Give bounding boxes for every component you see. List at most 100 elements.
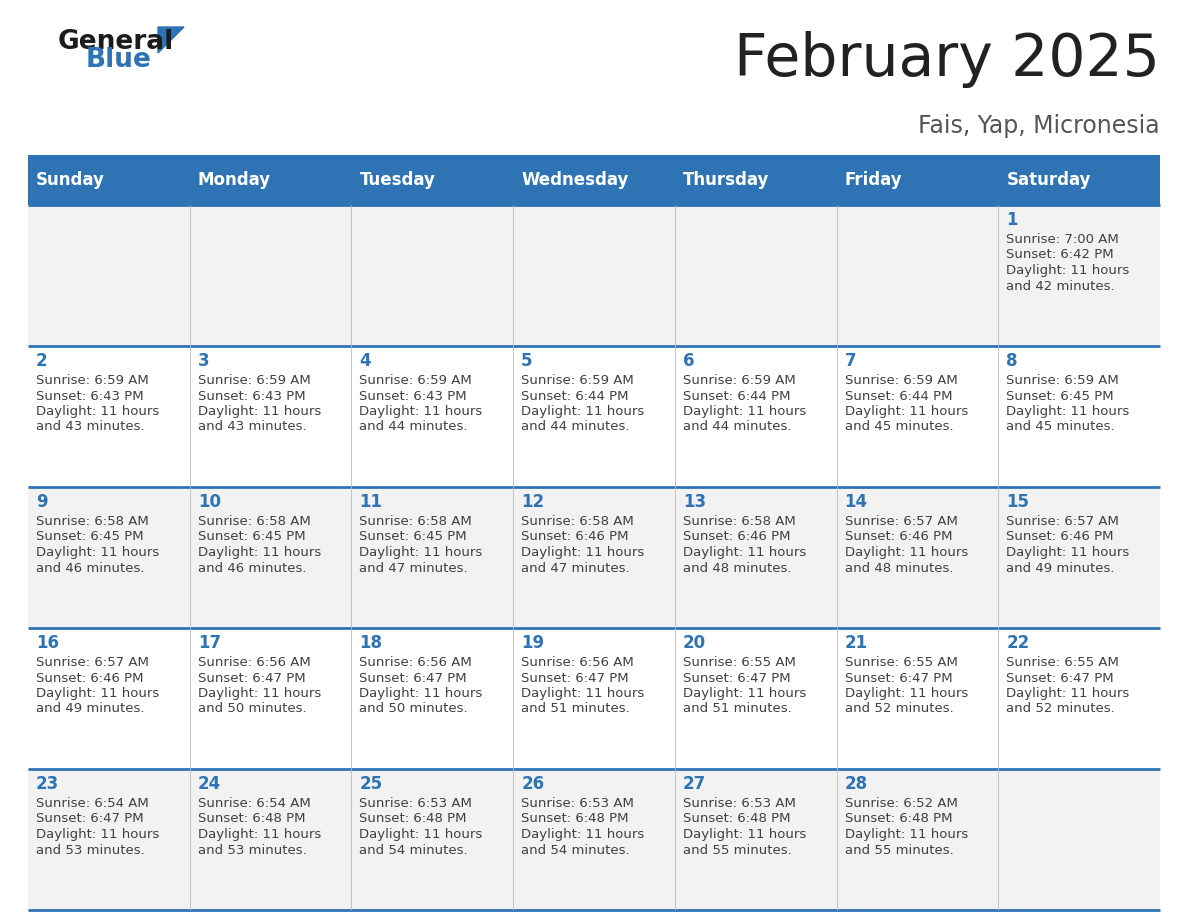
Text: Wednesday: Wednesday bbox=[522, 171, 628, 189]
Text: Sunrise: 6:56 AM: Sunrise: 6:56 AM bbox=[197, 656, 310, 669]
Text: Daylight: 11 hours: Daylight: 11 hours bbox=[1006, 405, 1130, 418]
Bar bbox=[352, 628, 513, 769]
Text: and 52 minutes.: and 52 minutes. bbox=[1006, 702, 1116, 715]
Text: Daylight: 11 hours: Daylight: 11 hours bbox=[36, 405, 159, 418]
Text: Sunrise: 6:58 AM: Sunrise: 6:58 AM bbox=[36, 515, 148, 528]
Text: Sunset: 6:47 PM: Sunset: 6:47 PM bbox=[36, 812, 144, 825]
Text: Sunrise: 6:59 AM: Sunrise: 6:59 AM bbox=[845, 374, 958, 387]
Text: 24: 24 bbox=[197, 775, 221, 793]
Text: Sunrise: 6:57 AM: Sunrise: 6:57 AM bbox=[1006, 515, 1119, 528]
Text: 28: 28 bbox=[845, 775, 867, 793]
Text: Daylight: 11 hours: Daylight: 11 hours bbox=[522, 405, 644, 418]
Text: Friday: Friday bbox=[845, 171, 902, 189]
Text: and 50 minutes.: and 50 minutes. bbox=[360, 702, 468, 715]
Bar bbox=[513, 346, 675, 487]
Text: and 48 minutes.: and 48 minutes. bbox=[845, 562, 953, 575]
Text: 19: 19 bbox=[522, 634, 544, 652]
Text: Sunset: 6:47 PM: Sunset: 6:47 PM bbox=[360, 671, 467, 685]
Text: 1: 1 bbox=[1006, 211, 1018, 229]
Bar bbox=[513, 769, 675, 910]
Bar bbox=[675, 205, 836, 346]
Text: 20: 20 bbox=[683, 634, 706, 652]
Text: Daylight: 11 hours: Daylight: 11 hours bbox=[197, 546, 321, 559]
Text: Sunrise: 6:54 AM: Sunrise: 6:54 AM bbox=[197, 797, 310, 810]
Polygon shape bbox=[158, 27, 184, 53]
Bar bbox=[998, 628, 1159, 769]
Text: Sunrise: 6:57 AM: Sunrise: 6:57 AM bbox=[845, 515, 958, 528]
Text: Sunset: 6:42 PM: Sunset: 6:42 PM bbox=[1006, 249, 1114, 262]
Text: and 44 minutes.: and 44 minutes. bbox=[360, 420, 468, 433]
Text: 11: 11 bbox=[360, 493, 383, 511]
Text: Sunset: 6:47 PM: Sunset: 6:47 PM bbox=[197, 671, 305, 685]
Text: Sunrise: 6:55 AM: Sunrise: 6:55 AM bbox=[845, 656, 958, 669]
Text: Sunset: 6:46 PM: Sunset: 6:46 PM bbox=[1006, 531, 1114, 543]
Text: Daylight: 11 hours: Daylight: 11 hours bbox=[683, 546, 807, 559]
Text: Fais, Yap, Micronesia: Fais, Yap, Micronesia bbox=[918, 114, 1159, 138]
Text: 7: 7 bbox=[845, 352, 857, 370]
Text: 2: 2 bbox=[36, 352, 48, 370]
Text: Sunrise: 6:59 AM: Sunrise: 6:59 AM bbox=[197, 374, 310, 387]
Text: and 52 minutes.: and 52 minutes. bbox=[845, 702, 953, 715]
Text: and 51 minutes.: and 51 minutes. bbox=[683, 702, 791, 715]
Bar bbox=[675, 769, 836, 910]
Bar bbox=[190, 628, 352, 769]
Text: Sunday: Sunday bbox=[36, 171, 105, 189]
Text: Daylight: 11 hours: Daylight: 11 hours bbox=[197, 687, 321, 700]
Text: Sunset: 6:44 PM: Sunset: 6:44 PM bbox=[522, 389, 628, 402]
Text: 22: 22 bbox=[1006, 634, 1030, 652]
Text: and 54 minutes.: and 54 minutes. bbox=[360, 844, 468, 856]
Text: Daylight: 11 hours: Daylight: 11 hours bbox=[360, 687, 482, 700]
Text: Sunrise: 7:00 AM: Sunrise: 7:00 AM bbox=[1006, 233, 1119, 246]
Bar bbox=[998, 487, 1159, 628]
Text: Daylight: 11 hours: Daylight: 11 hours bbox=[36, 687, 159, 700]
Text: Sunset: 6:45 PM: Sunset: 6:45 PM bbox=[197, 531, 305, 543]
Text: and 44 minutes.: and 44 minutes. bbox=[683, 420, 791, 433]
Text: Sunrise: 6:53 AM: Sunrise: 6:53 AM bbox=[683, 797, 796, 810]
Text: Sunrise: 6:59 AM: Sunrise: 6:59 AM bbox=[36, 374, 148, 387]
Bar bbox=[998, 769, 1159, 910]
Text: Sunset: 6:46 PM: Sunset: 6:46 PM bbox=[522, 531, 628, 543]
Text: Sunset: 6:47 PM: Sunset: 6:47 PM bbox=[845, 671, 953, 685]
Text: Daylight: 11 hours: Daylight: 11 hours bbox=[197, 828, 321, 841]
Text: Sunrise: 6:59 AM: Sunrise: 6:59 AM bbox=[360, 374, 472, 387]
Text: and 51 minutes.: and 51 minutes. bbox=[522, 702, 630, 715]
Text: Sunrise: 6:56 AM: Sunrise: 6:56 AM bbox=[522, 656, 634, 669]
Text: Sunset: 6:48 PM: Sunset: 6:48 PM bbox=[197, 812, 305, 825]
Text: and 50 minutes.: and 50 minutes. bbox=[197, 702, 307, 715]
Text: and 47 minutes.: and 47 minutes. bbox=[522, 562, 630, 575]
Text: Daylight: 11 hours: Daylight: 11 hours bbox=[36, 828, 159, 841]
Text: and 53 minutes.: and 53 minutes. bbox=[197, 844, 307, 856]
Text: 15: 15 bbox=[1006, 493, 1029, 511]
Text: Sunrise: 6:58 AM: Sunrise: 6:58 AM bbox=[197, 515, 310, 528]
Text: 4: 4 bbox=[360, 352, 371, 370]
Text: 18: 18 bbox=[360, 634, 383, 652]
Text: Monday: Monday bbox=[197, 171, 271, 189]
Text: Sunset: 6:43 PM: Sunset: 6:43 PM bbox=[360, 389, 467, 402]
Text: and 47 minutes.: and 47 minutes. bbox=[360, 562, 468, 575]
Text: 27: 27 bbox=[683, 775, 706, 793]
Text: Sunrise: 6:59 AM: Sunrise: 6:59 AM bbox=[683, 374, 796, 387]
Text: 5: 5 bbox=[522, 352, 532, 370]
Text: Sunset: 6:44 PM: Sunset: 6:44 PM bbox=[683, 389, 790, 402]
Bar bbox=[29, 205, 190, 346]
Bar bbox=[513, 205, 675, 346]
Text: Sunrise: 6:52 AM: Sunrise: 6:52 AM bbox=[845, 797, 958, 810]
Bar bbox=[513, 628, 675, 769]
Text: Daylight: 11 hours: Daylight: 11 hours bbox=[683, 687, 807, 700]
Text: Sunrise: 6:53 AM: Sunrise: 6:53 AM bbox=[360, 797, 473, 810]
Text: Daylight: 11 hours: Daylight: 11 hours bbox=[36, 546, 159, 559]
Text: 17: 17 bbox=[197, 634, 221, 652]
Bar bbox=[352, 487, 513, 628]
Text: Saturday: Saturday bbox=[1006, 171, 1091, 189]
Bar bbox=[29, 628, 190, 769]
Text: Sunset: 6:46 PM: Sunset: 6:46 PM bbox=[845, 531, 952, 543]
Text: Sunset: 6:46 PM: Sunset: 6:46 PM bbox=[683, 531, 790, 543]
Text: and 45 minutes.: and 45 minutes. bbox=[1006, 420, 1114, 433]
Bar bbox=[352, 205, 513, 346]
Text: Sunrise: 6:57 AM: Sunrise: 6:57 AM bbox=[36, 656, 148, 669]
Bar bbox=[675, 487, 836, 628]
Text: Sunset: 6:48 PM: Sunset: 6:48 PM bbox=[683, 812, 790, 825]
Text: 16: 16 bbox=[36, 634, 59, 652]
Text: and 48 minutes.: and 48 minutes. bbox=[683, 562, 791, 575]
Text: 23: 23 bbox=[36, 775, 59, 793]
